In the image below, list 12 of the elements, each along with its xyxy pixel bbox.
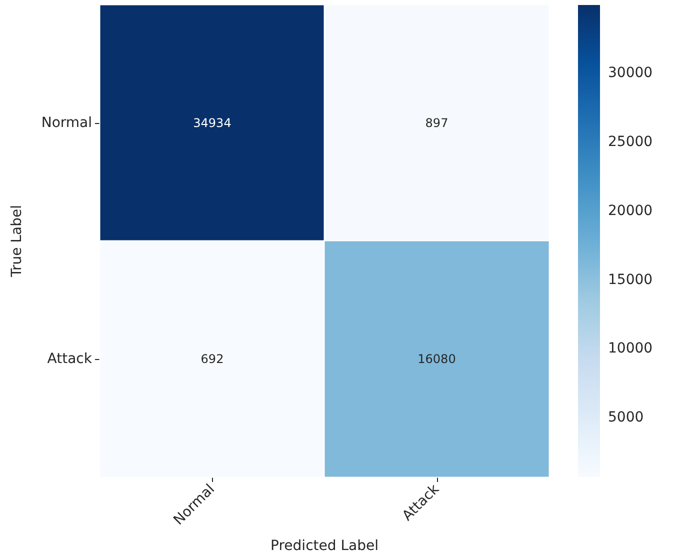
color-bar-label: 10000 <box>608 340 653 357</box>
color-bar-label: 20000 <box>608 202 653 219</box>
color-bar-label: 30000 <box>608 65 653 82</box>
color-bar-label: 25000 <box>608 134 653 150</box>
data-label: 16080 <box>418 352 456 366</box>
data-label: 34934 <box>193 116 232 130</box>
y-axis-title: True Label <box>9 205 25 278</box>
data-label: 692 <box>200 352 224 366</box>
x-axis-title: Predicted Label <box>270 538 378 554</box>
data-label: 897 <box>425 116 448 130</box>
color-bar-label: 15000 <box>608 272 653 288</box>
color-bar-label: 5000 <box>608 410 644 426</box>
